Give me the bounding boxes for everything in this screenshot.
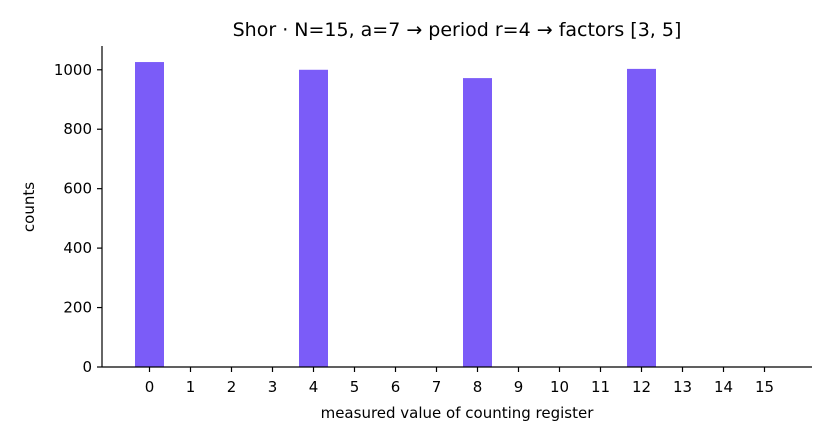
bar-0 bbox=[135, 62, 164, 368]
bar-12 bbox=[627, 68, 656, 367]
y-tick-label: 200 bbox=[63, 299, 92, 317]
x-tick-label: 7 bbox=[432, 378, 442, 396]
x-tick-label: 0 bbox=[145, 378, 155, 396]
x-tick-label: 14 bbox=[714, 378, 733, 396]
x-axis-label: measured value of counting register bbox=[321, 404, 595, 422]
x-tick-label: 11 bbox=[591, 378, 610, 396]
x-tick-label: 9 bbox=[514, 378, 524, 396]
y-tick-label: 600 bbox=[63, 180, 92, 198]
y-axis-label: counts bbox=[20, 182, 38, 232]
y-tick-label: 400 bbox=[63, 239, 92, 257]
x-tick-label: 1 bbox=[186, 378, 196, 396]
x-tick-label: 15 bbox=[755, 378, 774, 396]
bar-8 bbox=[463, 78, 492, 367]
x-tick-label: 13 bbox=[673, 378, 692, 396]
x-tick-label: 5 bbox=[350, 378, 360, 396]
x-axis: 0 1 2 3 4 5 6 7 8 9 10 11 12 13 14 15 bbox=[102, 366, 812, 396]
bars-group bbox=[135, 62, 656, 368]
x-tick-label: 10 bbox=[550, 378, 569, 396]
bar-4 bbox=[299, 69, 328, 368]
y-axis: 0 200 400 600 800 1000 bbox=[54, 46, 103, 376]
x-tick-label: 2 bbox=[227, 378, 237, 396]
y-tick-label: 0 bbox=[82, 358, 92, 376]
chart-title: Shor · N=15, a=7 → period r=4 → factors … bbox=[233, 19, 682, 41]
x-tick-label: 3 bbox=[268, 378, 278, 396]
x-tick-label: 12 bbox=[632, 378, 651, 396]
y-tick-label: 800 bbox=[63, 120, 92, 138]
x-tick-label: 4 bbox=[309, 378, 319, 396]
y-tick-label: 1000 bbox=[54, 61, 92, 79]
x-tick-label: 6 bbox=[391, 378, 401, 396]
x-tick-label: 8 bbox=[473, 378, 483, 396]
